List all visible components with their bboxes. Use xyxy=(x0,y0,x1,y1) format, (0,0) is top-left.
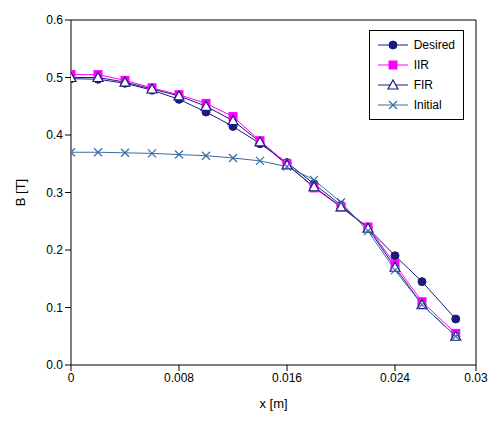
svg-text:0.3: 0.3 xyxy=(46,186,63,200)
svg-text:B [T]: B [T] xyxy=(13,179,28,206)
svg-text:0.0: 0.0 xyxy=(46,358,63,372)
svg-text:0.008: 0.008 xyxy=(164,371,194,385)
html-text:Initial: Initial xyxy=(413,98,442,112)
html-text:IIR: IIR xyxy=(413,58,429,72)
svg-text:0.016: 0.016 xyxy=(272,371,302,385)
svg-text:0.1: 0.1 xyxy=(46,301,63,315)
svg-text:0.2: 0.2 xyxy=(46,243,63,257)
svg-text:0.5: 0.5 xyxy=(46,71,63,85)
html-text:FIR: FIR xyxy=(413,78,433,92)
svg-text:0: 0 xyxy=(68,371,75,385)
svg-text:0.6: 0.6 xyxy=(46,13,63,27)
svg-text:0.03: 0.03 xyxy=(464,371,488,385)
svg-text:x [m]: x [m] xyxy=(259,396,287,411)
html-text:Desired: Desired xyxy=(413,38,455,52)
svg-text:0.024: 0.024 xyxy=(380,371,410,385)
svg-text:0.4: 0.4 xyxy=(46,128,63,142)
